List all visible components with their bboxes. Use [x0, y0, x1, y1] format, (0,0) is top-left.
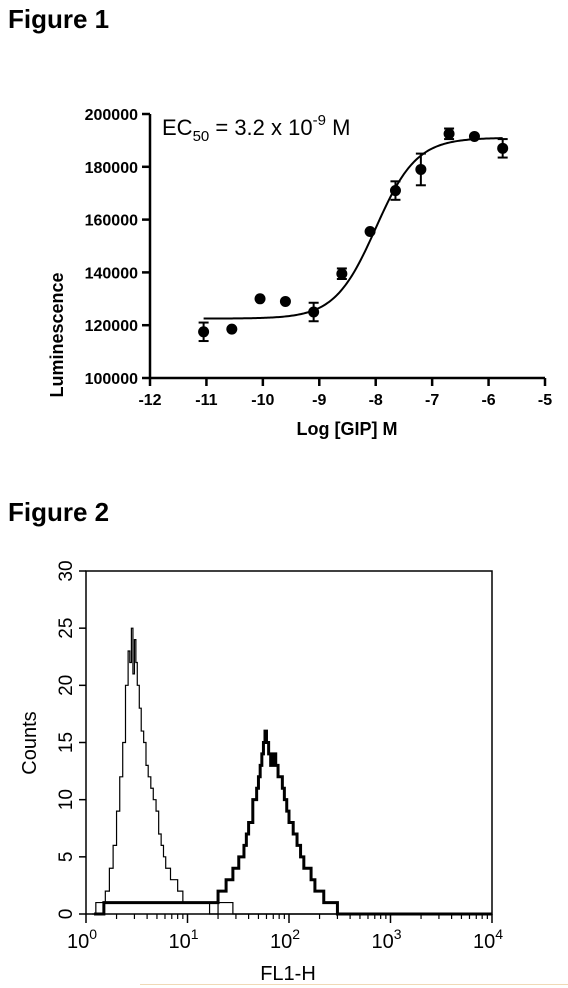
chart2-y-tick-label: 25	[56, 618, 77, 639]
chart1-x-tick-label: -8	[369, 392, 383, 409]
ec50-mid: = 3.2 x 10	[209, 115, 312, 140]
chart1-data-point	[226, 323, 238, 335]
chart1-y-tick-label: 120000	[85, 318, 138, 335]
chart2-x-tick-label: 102	[270, 926, 300, 953]
chart1-fit-line	[203, 137, 503, 320]
chart2-y-tick-label: 5	[56, 852, 77, 863]
chart2-series-2-line	[94, 729, 492, 916]
chart2-x-tick-label: 100	[67, 926, 97, 953]
ec50-sup: -9	[313, 112, 326, 129]
ec50-suffix: M	[326, 115, 350, 140]
chart1-data-point	[254, 293, 266, 305]
chart1-x-tick-label: -6	[481, 392, 495, 409]
chart1-data-point	[336, 268, 348, 280]
chart1-x-tick-label: -12	[138, 392, 161, 409]
chart1-fit-curve	[203, 137, 503, 320]
chart2-x-tick-label: 103	[371, 926, 401, 953]
flow-cytometry-histogram: 0 5 10 15 20 25 30 100 101 102 103 104 FL1-H Counts	[19, 560, 503, 985]
chart2-y-tick-label: 0	[56, 909, 77, 920]
chart2-y-tick-label: 20	[56, 675, 77, 696]
ec50-prefix: EC	[162, 115, 193, 140]
ec50-annotation: EC50 = 3.2 x 10-9 M	[162, 112, 350, 145]
chart1-data-point	[468, 130, 480, 142]
chart2-axes: 0 5 10 15 20 25 30 100 101 102 103 104	[56, 560, 503, 953]
chart1-x-tick-label: -11	[195, 392, 217, 409]
chart2-plot-frame	[85, 570, 493, 915]
chart2-ylabel: Counts	[19, 711, 41, 774]
chart1-data-point	[389, 185, 401, 197]
chart1-y-tick-label: 180000	[85, 160, 138, 177]
chart1-data-point	[279, 295, 291, 307]
chart1-y-tick-label: 140000	[85, 265, 138, 282]
chart1-y-tick-label: 200000	[85, 107, 138, 124]
chart1-axes: 100000 120000 140000 160000 180000 200000 -12 -…	[85, 107, 553, 409]
chart1-x-tick-label: -5	[538, 392, 552, 409]
chart2-series-1-line	[92, 627, 492, 915]
chart1-ylabel: Luminescence	[47, 272, 67, 397]
chart1-x-tick-label: -9	[312, 392, 326, 409]
chart2-y-tick-label: 15	[56, 732, 77, 753]
chart2-xlabel: FL1-H	[260, 963, 316, 985]
chart1-x-tick-label: -7	[425, 392, 439, 409]
chart2-x-tick-label: 101	[168, 926, 198, 953]
chart1-xlabel: Log [GIP] M	[297, 419, 398, 439]
chart1-y-tick-label: 100000	[85, 371, 138, 388]
chart2-y-tick-label: 30	[56, 560, 77, 581]
dose-response-chart: 100000 120000 140000 160000 180000 200000 -12 -…	[47, 107, 553, 439]
ec50-sub: 50	[193, 128, 210, 145]
chart2-x-tick-label: 104	[473, 926, 503, 953]
figure-2-title: Figure 2	[8, 497, 110, 527]
chart1-data-point	[443, 128, 455, 140]
chart1-data-point	[364, 225, 376, 237]
chart1-data-point	[308, 306, 320, 318]
figure-1-title: Figure 1	[8, 4, 110, 34]
divider-line	[140, 984, 568, 985]
chart1-data-point	[497, 142, 509, 154]
chart1-data-points	[198, 127, 509, 343]
chart2-series	[92, 627, 492, 916]
chart1-x-tick-label: -10	[251, 392, 274, 409]
chart2-y-tick-label: 10	[56, 789, 77, 810]
chart1-y-tick-label: 160000	[85, 213, 138, 230]
chart1-data-point	[198, 326, 210, 338]
chart1-data-point	[415, 163, 427, 175]
